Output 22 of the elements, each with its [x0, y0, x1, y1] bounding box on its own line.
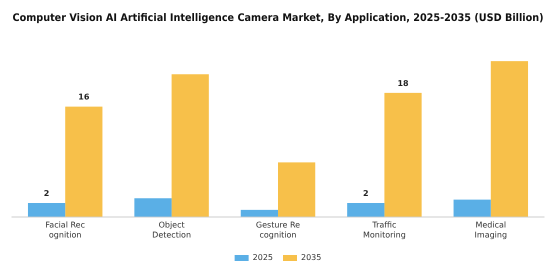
data-label: 2 — [44, 189, 50, 198]
bar — [172, 74, 209, 217]
legend-label: 2035 — [301, 253, 322, 262]
bar — [65, 106, 102, 217]
data-label: 18 — [397, 78, 410, 88]
x-tick-label: Traffic Monitoring — [363, 220, 406, 240]
x-tick-label: Object Detection — [152, 220, 192, 240]
bar — [454, 200, 491, 217]
x-tick-label: Gesture Re cognition — [256, 220, 300, 240]
bar — [490, 61, 528, 217]
bar — [278, 162, 316, 217]
bar — [134, 198, 172, 217]
chart-title: Computer Vision AI Artificial Intelligence Camera Market, By Application, 2025-2035 (USD Billion) — [12, 12, 544, 24]
bar — [347, 203, 384, 217]
data-label: 2 — [362, 189, 369, 198]
x-tick-label: Medical Imaging — [474, 220, 508, 240]
data-label: 16 — [78, 92, 90, 102]
x-tick-label: Facial Rec ognition — [45, 220, 85, 240]
bar — [28, 203, 66, 217]
bar — [240, 210, 278, 217]
legend-label: 2025 — [252, 253, 273, 262]
bar — [384, 92, 422, 217]
